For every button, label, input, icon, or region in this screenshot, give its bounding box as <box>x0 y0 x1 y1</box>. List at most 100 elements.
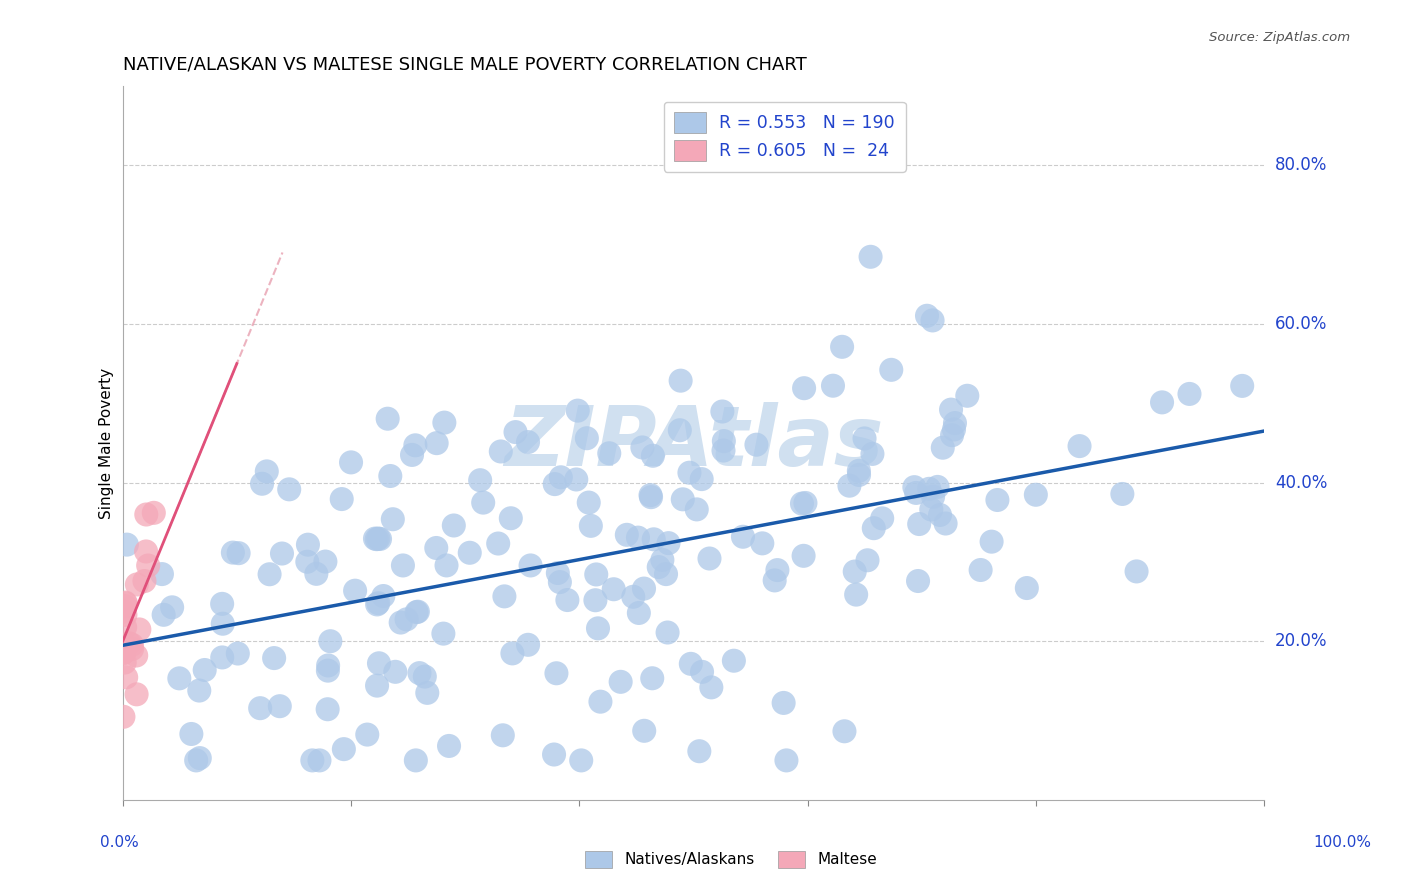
Point <box>609 674 631 689</box>
Point <box>128 623 150 637</box>
Point <box>121 642 143 657</box>
Point <box>308 753 330 767</box>
Point <box>1150 395 1173 409</box>
Point <box>112 645 135 659</box>
Point <box>907 574 929 588</box>
Point <box>713 443 735 458</box>
Point <box>436 558 458 573</box>
Point <box>366 532 388 546</box>
Point <box>932 441 955 455</box>
Point <box>544 477 567 491</box>
Point <box>152 607 174 622</box>
Point <box>384 665 406 679</box>
Point <box>602 582 624 597</box>
Point <box>226 647 249 661</box>
Point <box>793 381 815 395</box>
Point <box>657 625 679 640</box>
Point <box>489 444 512 458</box>
Point <box>920 502 942 516</box>
Text: 100.0%: 100.0% <box>1313 836 1372 850</box>
Point <box>794 496 817 510</box>
Point <box>929 508 952 522</box>
Point <box>980 534 1002 549</box>
Point <box>956 389 979 403</box>
Point <box>136 558 159 573</box>
Text: Source: ZipAtlas.com: Source: ZipAtlas.com <box>1209 31 1350 45</box>
Point <box>169 671 191 685</box>
Point <box>330 491 353 506</box>
Point <box>472 495 495 509</box>
Point <box>870 511 893 525</box>
Point <box>381 512 404 526</box>
Point <box>862 447 884 461</box>
Point <box>859 250 882 264</box>
Point <box>314 555 336 569</box>
Point <box>775 753 797 767</box>
Point <box>640 488 662 502</box>
Point <box>494 590 516 604</box>
Point <box>939 402 962 417</box>
Point <box>790 497 813 511</box>
Point <box>578 495 600 509</box>
Point <box>517 638 540 652</box>
Point <box>125 687 148 701</box>
Point <box>368 657 391 671</box>
Point <box>772 696 794 710</box>
Point <box>669 374 692 388</box>
Point <box>377 411 399 425</box>
Point <box>713 434 735 448</box>
Point <box>848 467 870 482</box>
Point <box>492 728 515 742</box>
Point <box>585 567 607 582</box>
Point <box>114 656 136 670</box>
Point <box>908 516 931 531</box>
Point <box>547 566 569 580</box>
Point <box>437 739 460 753</box>
Legend: R = 0.553   N = 190, R = 0.605   N =  24: R = 0.553 N = 190, R = 0.605 N = 24 <box>664 102 905 172</box>
Point <box>557 593 579 607</box>
Point <box>433 416 456 430</box>
Point <box>408 666 430 681</box>
Point <box>135 544 157 558</box>
Point <box>250 476 273 491</box>
Point <box>1125 565 1147 579</box>
Point <box>711 404 734 418</box>
Point <box>364 532 387 546</box>
Point <box>1178 387 1201 401</box>
Point <box>180 727 202 741</box>
Point <box>941 428 963 442</box>
Point <box>160 600 183 615</box>
Point <box>583 593 606 607</box>
Point <box>821 378 844 392</box>
Point <box>316 658 339 673</box>
Point <box>114 599 136 614</box>
Point <box>505 425 527 439</box>
Point <box>655 567 678 582</box>
Point <box>263 651 285 665</box>
Point <box>1025 488 1047 502</box>
Point <box>579 519 602 533</box>
Point <box>305 566 328 581</box>
Point <box>915 309 938 323</box>
Point <box>565 473 588 487</box>
Point <box>586 621 609 635</box>
Point <box>426 436 449 450</box>
Point <box>598 446 620 460</box>
Point <box>751 536 773 550</box>
Point <box>186 753 208 767</box>
Point <box>641 449 664 463</box>
Point <box>686 502 709 516</box>
Point <box>631 441 654 455</box>
Point <box>657 536 679 550</box>
Point <box>845 588 868 602</box>
Point <box>575 431 598 445</box>
Point <box>1069 439 1091 453</box>
Y-axis label: Single Male Poverty: Single Male Poverty <box>100 368 114 518</box>
Point <box>413 669 436 683</box>
Point <box>699 551 721 566</box>
Legend: Natives/Alaskans, Maltese: Natives/Alaskans, Maltese <box>579 845 883 873</box>
Point <box>1232 379 1254 393</box>
Point <box>853 432 876 446</box>
Point <box>316 702 339 716</box>
Point <box>211 597 233 611</box>
